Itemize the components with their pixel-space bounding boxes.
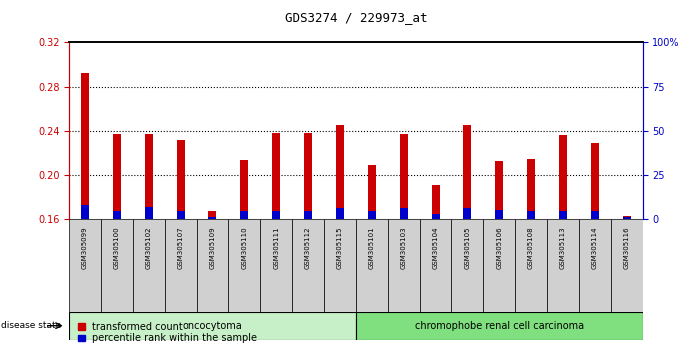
Bar — [272, 211, 280, 219]
Bar — [145, 134, 153, 219]
Bar — [81, 205, 89, 219]
Bar — [177, 211, 184, 219]
Bar — [451, 219, 483, 312]
Text: GSM305107: GSM305107 — [178, 227, 184, 269]
Bar — [133, 219, 164, 312]
Bar — [483, 219, 515, 312]
Bar — [209, 217, 216, 219]
Bar — [399, 134, 408, 219]
Bar — [495, 210, 503, 219]
Bar — [101, 219, 133, 312]
Text: GSM305104: GSM305104 — [433, 227, 439, 269]
Text: GSM305100: GSM305100 — [114, 227, 120, 269]
Bar — [432, 214, 439, 219]
Bar — [559, 211, 567, 219]
Bar — [368, 211, 376, 219]
Text: oncocytoma: oncocytoma — [182, 321, 243, 331]
Text: disease state: disease state — [1, 321, 61, 330]
Bar — [304, 133, 312, 219]
Bar — [113, 134, 121, 219]
Text: GSM305113: GSM305113 — [560, 227, 566, 269]
Bar — [547, 219, 579, 312]
Bar — [336, 125, 344, 219]
Text: GSM305114: GSM305114 — [591, 227, 598, 269]
Bar — [196, 219, 229, 312]
Bar — [336, 209, 344, 219]
Text: GSM305116: GSM305116 — [624, 227, 630, 269]
Bar — [623, 217, 631, 219]
Bar — [419, 219, 451, 312]
Bar — [464, 125, 471, 219]
Bar — [209, 211, 216, 219]
Bar — [611, 219, 643, 312]
Bar — [559, 136, 567, 219]
Bar — [272, 133, 280, 219]
Text: chromophobe renal cell carcinoma: chromophobe renal cell carcinoma — [415, 321, 584, 331]
Bar — [591, 211, 599, 219]
Bar — [432, 185, 439, 219]
Bar — [69, 312, 356, 340]
Bar — [292, 219, 324, 312]
Text: GSM305099: GSM305099 — [82, 227, 88, 269]
Text: GSM305102: GSM305102 — [146, 227, 152, 269]
Text: GSM305112: GSM305112 — [305, 227, 311, 269]
Text: GSM305111: GSM305111 — [273, 227, 279, 269]
Bar — [579, 219, 611, 312]
Bar — [261, 219, 292, 312]
Text: GSM305108: GSM305108 — [528, 227, 534, 269]
Bar — [495, 161, 503, 219]
Bar — [81, 74, 89, 219]
Text: GSM305115: GSM305115 — [337, 227, 343, 269]
Bar — [623, 216, 631, 219]
Bar — [177, 140, 184, 219]
Bar — [240, 160, 248, 219]
Text: GSM305109: GSM305109 — [209, 227, 216, 269]
Text: GSM305106: GSM305106 — [496, 227, 502, 269]
Bar — [164, 219, 196, 312]
Bar — [399, 209, 408, 219]
Bar — [356, 312, 643, 340]
Bar — [240, 211, 248, 219]
Text: GSM305101: GSM305101 — [369, 227, 375, 269]
Bar — [304, 211, 312, 219]
Bar — [591, 143, 599, 219]
Bar — [527, 211, 535, 219]
Bar — [145, 207, 153, 219]
Bar — [388, 219, 419, 312]
Bar — [229, 219, 261, 312]
Text: GSM305105: GSM305105 — [464, 227, 471, 269]
Legend: transformed count, percentile rank within the sample: transformed count, percentile rank withi… — [74, 318, 261, 347]
Bar — [113, 211, 121, 219]
Bar — [356, 219, 388, 312]
Bar — [69, 219, 101, 312]
Bar — [464, 209, 471, 219]
Bar — [324, 219, 356, 312]
Bar — [515, 219, 547, 312]
Text: GSM305110: GSM305110 — [241, 227, 247, 269]
Text: GDS3274 / 229973_at: GDS3274 / 229973_at — [285, 11, 427, 24]
Bar — [368, 165, 376, 219]
Bar — [527, 159, 535, 219]
Text: GSM305103: GSM305103 — [401, 227, 407, 269]
